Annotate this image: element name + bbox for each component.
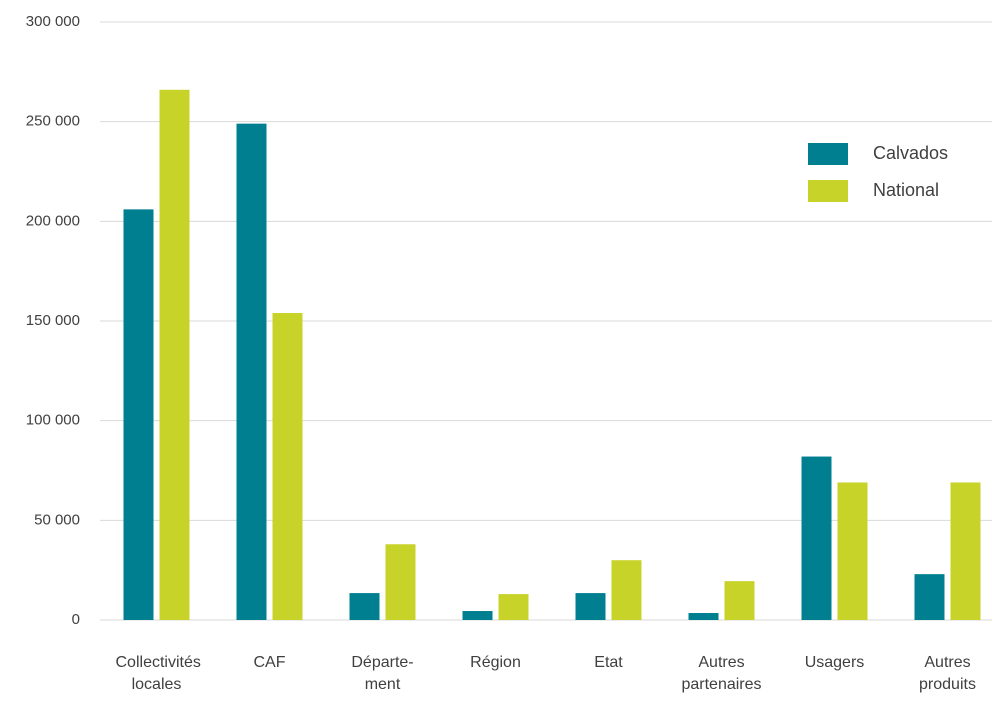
bar: [837, 482, 868, 620]
y-tick-label: 250 000: [26, 113, 80, 130]
bar: [498, 594, 529, 620]
bar: [462, 611, 493, 620]
bar: [385, 544, 416, 620]
x-tick-label: Départe-ment: [351, 654, 414, 693]
bar: [575, 593, 606, 620]
legend-label: National: [873, 180, 939, 200]
legend-label: Calvados: [873, 143, 948, 163]
bar: [349, 593, 380, 620]
bar: [272, 313, 303, 620]
x-tick-label: Autres produits: [919, 654, 976, 693]
y-tick-label: 100 000: [26, 412, 80, 429]
bar: [688, 613, 719, 620]
x-tick-label: Etat: [594, 654, 623, 671]
y-tick-label: 200 000: [26, 212, 80, 229]
bar: [724, 581, 755, 620]
bar: [801, 456, 832, 620]
bar: [950, 482, 981, 620]
bar: [123, 209, 154, 620]
x-tick-label: Collectivités locales: [115, 654, 201, 693]
x-tick-label: Autres partenaires: [681, 654, 762, 693]
y-tick-label: 300 000: [26, 13, 80, 30]
x-tick-label: Usagers: [804, 654, 865, 671]
bar: [236, 123, 267, 620]
legend-swatch: [808, 180, 848, 202]
bar: [159, 89, 190, 621]
legend-swatch: [808, 143, 848, 165]
bar: [611, 560, 642, 620]
y-tick-label: 50 000: [34, 511, 80, 528]
bar: [914, 574, 945, 620]
x-tick-label: CAF: [253, 654, 286, 671]
x-tick-label: Région: [470, 654, 521, 671]
y-tick-label: 0: [72, 611, 80, 628]
y-tick-label: 150 000: [26, 312, 80, 329]
